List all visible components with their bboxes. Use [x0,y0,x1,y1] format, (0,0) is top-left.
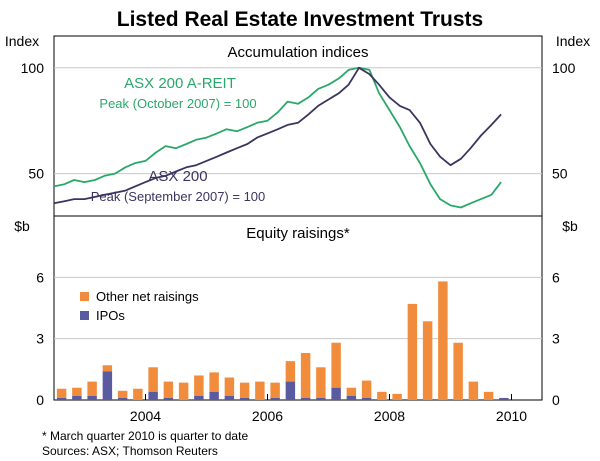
bar-ipo [224,395,235,400]
bar-other-raisings [483,391,494,400]
top-gridlines [54,67,542,175]
bar-other-raisings [422,321,433,400]
bottom-ylabel-right: $b [562,218,578,234]
footnote: * March quarter 2010 is quarter to date [42,429,248,443]
bar-ipo [56,397,67,400]
bar-other-raisings [133,388,143,400]
top-ylabel-left: Index [5,33,39,49]
bottom-ytick-right: 3 [552,331,560,347]
bottom-ylabel-left: $b [14,218,30,234]
bar-ipo [87,395,97,400]
bar-ipo [361,397,372,400]
bar-ipo [331,387,341,400]
bar-other-raisings [224,377,235,396]
sources: Sources: ASX; Thomson Reuters [42,444,218,458]
reit-series-label: ASX 200 A-REIT [124,75,236,92]
bar-ipo [194,395,204,400]
bar-other-raisings [438,281,448,400]
x-tick-label: 2008 [374,408,405,424]
bar-ipo [102,371,113,400]
top-ytick-left: 100 [21,60,45,76]
bar-ipo [163,397,174,400]
bar-other-raisings [72,387,82,396]
bar-other-raisings [331,342,341,388]
bar-other-raisings [239,382,250,398]
bottom-y-ticks: 0 0 3 3 6 6 [36,269,560,408]
bar-other-raisings [209,372,219,392]
bar-other-raisings [56,388,67,398]
bar-ipo [209,391,219,400]
top-ylabel-right: Index [556,33,590,49]
bar-ipo [346,395,357,400]
bottom-ytick-right: 0 [552,392,560,408]
bar-other-raisings [87,381,97,396]
bar-other-raisings [163,381,174,398]
bar-other-raisings [453,342,463,400]
asx-line [53,66,502,205]
bottom-panel-frame [53,215,543,401]
bottom-ytick-right: 6 [552,269,560,285]
bar-ipo [270,397,280,400]
legend-label-other: Other net raisings [96,289,199,304]
equity-bars [56,281,509,400]
bar-other-raisings [285,361,296,382]
x-tick-label: 2004 [130,408,161,424]
bar-other-raisings [178,382,189,400]
bar-other-raisings [361,380,372,398]
bar-ipo [117,397,128,400]
bar-ipo [300,397,311,400]
bar-other-raisings [377,391,387,400]
bottom-gridlines [54,276,542,340]
top-y-ticks: 50 50 100 100 [21,60,576,182]
asx-series-label: ASX 200 [148,168,207,185]
top-ytick-left: 50 [28,166,44,182]
bar-ipo [499,397,509,400]
bar-other-raisings [255,381,265,400]
bar-other-raisings [300,352,311,398]
legend-swatch-ipo [80,311,89,320]
bar-other-raisings [407,303,418,400]
top-panel-title: Accumulation indices [228,44,369,61]
bar-ipo [72,395,82,400]
top-ytick-right: 100 [552,60,576,76]
asx-series-note: Peak (September 2007) = 100 [91,189,266,204]
bar-other-raisings [102,365,113,372]
bar-ipo [239,397,250,400]
bottom-ytick-left: 3 [36,331,44,347]
x-tick-label: 2006 [252,408,283,424]
bar-other-raisings [392,393,402,400]
bar-ipo [316,397,326,400]
bar-other-raisings [148,367,158,392]
index-lines [53,66,502,209]
reit-line [53,66,502,209]
x-axis-ticks: 2004 2006 2008 2010 [130,394,527,424]
bar-other-raisings [316,367,326,398]
bar-ipo [285,381,296,400]
bar-other-raisings [468,381,479,400]
bottom-ytick-left: 0 [36,392,44,408]
reit-series-note: Peak (October 2007) = 100 [99,96,256,111]
bar-other-raisings [117,390,128,398]
bar-other-raisings [346,387,357,396]
legend-swatch-other [80,292,89,301]
bottom-ytick-left: 6 [36,269,44,285]
bar-ipo [148,391,158,400]
top-ytick-right: 50 [552,166,568,182]
x-tick-label: 2010 [496,408,527,424]
figure-title: Listed Real Estate Investment Trusts [117,8,483,31]
bottom-panel-title: Equity raisings* [246,225,350,242]
legend-label-ipo: IPOs [96,308,125,323]
bar-other-raisings [270,382,280,398]
bar-other-raisings [194,375,204,396]
